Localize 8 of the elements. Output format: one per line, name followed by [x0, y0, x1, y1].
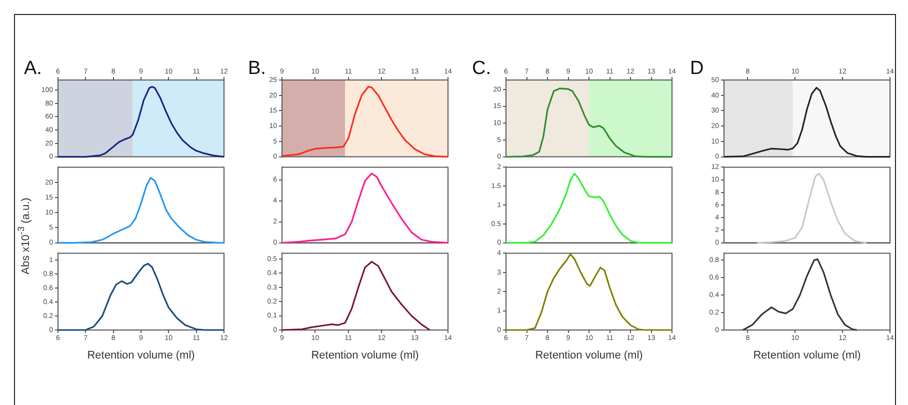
- chart-title: A.: [24, 58, 42, 80]
- x-axis-title: Retention volume (ml): [753, 349, 861, 362]
- x-axis-title: Retention volume (ml): [535, 349, 643, 362]
- chart-title: C.: [472, 58, 491, 80]
- x-axis-title: Retention volume (ml): [87, 349, 195, 362]
- x-axis-title: Retention volume (ml): [311, 349, 419, 362]
- chart-title: D: [690, 58, 704, 80]
- chart-title: B.: [248, 58, 266, 80]
